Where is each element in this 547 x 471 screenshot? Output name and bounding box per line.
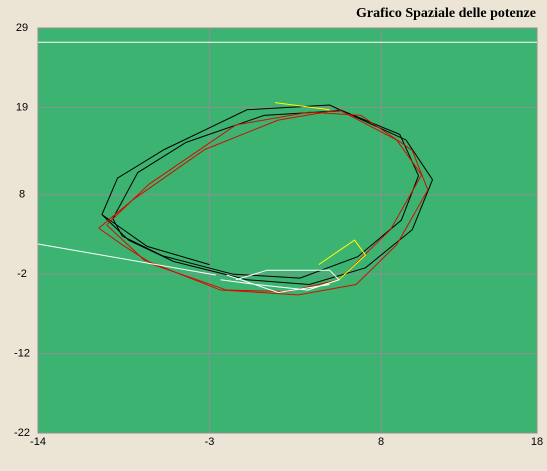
x-tick-label: -3 — [205, 436, 215, 448]
x-tick-label: 18 — [531, 436, 543, 448]
y-tick-label: -22 — [14, 427, 30, 439]
y-tick-label: 29 — [16, 22, 28, 34]
series-line — [112, 110, 420, 279]
series-line — [101, 104, 434, 286]
series-line — [106, 111, 429, 296]
x-tick-label: 8 — [378, 436, 384, 448]
series-line — [37, 243, 340, 293]
x-tick-label: -14 — [30, 436, 46, 448]
plot-area — [37, 27, 538, 434]
y-tick-label: 19 — [16, 101, 28, 113]
y-tick-label: 8 — [19, 189, 25, 201]
y-tick-label: -12 — [14, 347, 30, 359]
y-tick-label: -2 — [17, 268, 27, 280]
chart-title: Grafico Spaziale delle potenze — [356, 6, 536, 21]
